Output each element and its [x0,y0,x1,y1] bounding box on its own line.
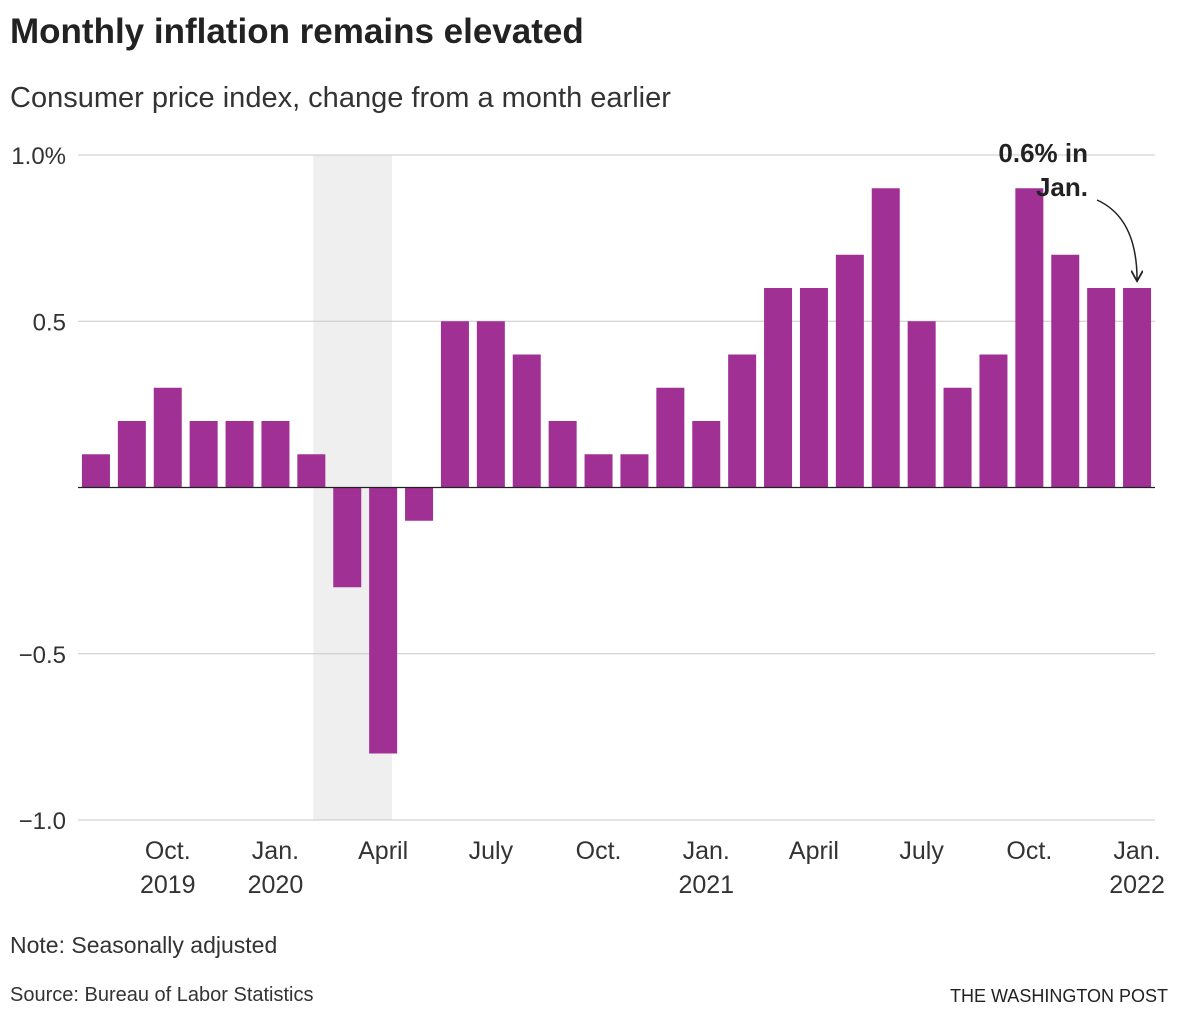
bar [369,487,398,754]
bar [297,454,326,488]
bar [476,321,505,488]
bar [871,188,900,488]
bar [261,421,290,488]
bar [728,354,757,488]
x-tick-label: Oct. 2019 [139,837,196,899]
bar [1015,188,1044,488]
bar [153,387,182,488]
bar [405,487,434,521]
x-tick-label: Jan. 2021 [678,837,735,899]
bar [979,354,1008,488]
bar [225,421,254,488]
bar [656,387,685,488]
chart-subtitle: Consumer price index, change from a mont… [10,82,671,114]
x-tick-label: April [358,837,409,865]
bar [1123,288,1152,488]
credit: THE WASHINGTON POST [949,986,1168,1006]
annotation: 0.6% in Jan. [998,138,1088,202]
x-tick-label: Jan. 2022 [1109,837,1165,899]
y-tick-label: 1.0% [11,143,66,170]
bar [907,321,936,488]
x-tick-label: Jan. 2020 [247,837,304,899]
x-tick-label: Oct. [575,837,622,865]
bar [584,454,613,488]
bar [548,421,577,488]
x-tick-label: July [468,837,514,865]
x-tick-label: July [899,837,944,865]
bar [117,421,146,488]
bar [692,421,721,488]
x-tick-label: April [788,837,839,865]
y-tick-label: −1.0 [19,808,66,835]
note: Note: Seasonally adjusted [10,932,278,958]
bar [1087,288,1116,488]
bar [333,487,362,588]
bar [81,454,110,488]
bar [512,354,541,488]
annotation-arrow [1096,199,1137,280]
bar [943,387,972,488]
bar [440,321,469,488]
chart-title: Monthly inflation remains elevated [10,12,584,51]
bar [1051,254,1080,488]
bar [764,288,793,488]
source: Source: Bureau of Labor Statistics [10,984,314,1006]
y-tick-label: 0.5 [33,309,66,336]
bar [189,421,218,488]
bar [620,454,649,488]
bar [835,254,864,488]
x-tick-label: Oct. [1006,837,1053,865]
y-tick-label: −0.5 [19,642,66,669]
bar [799,288,828,488]
